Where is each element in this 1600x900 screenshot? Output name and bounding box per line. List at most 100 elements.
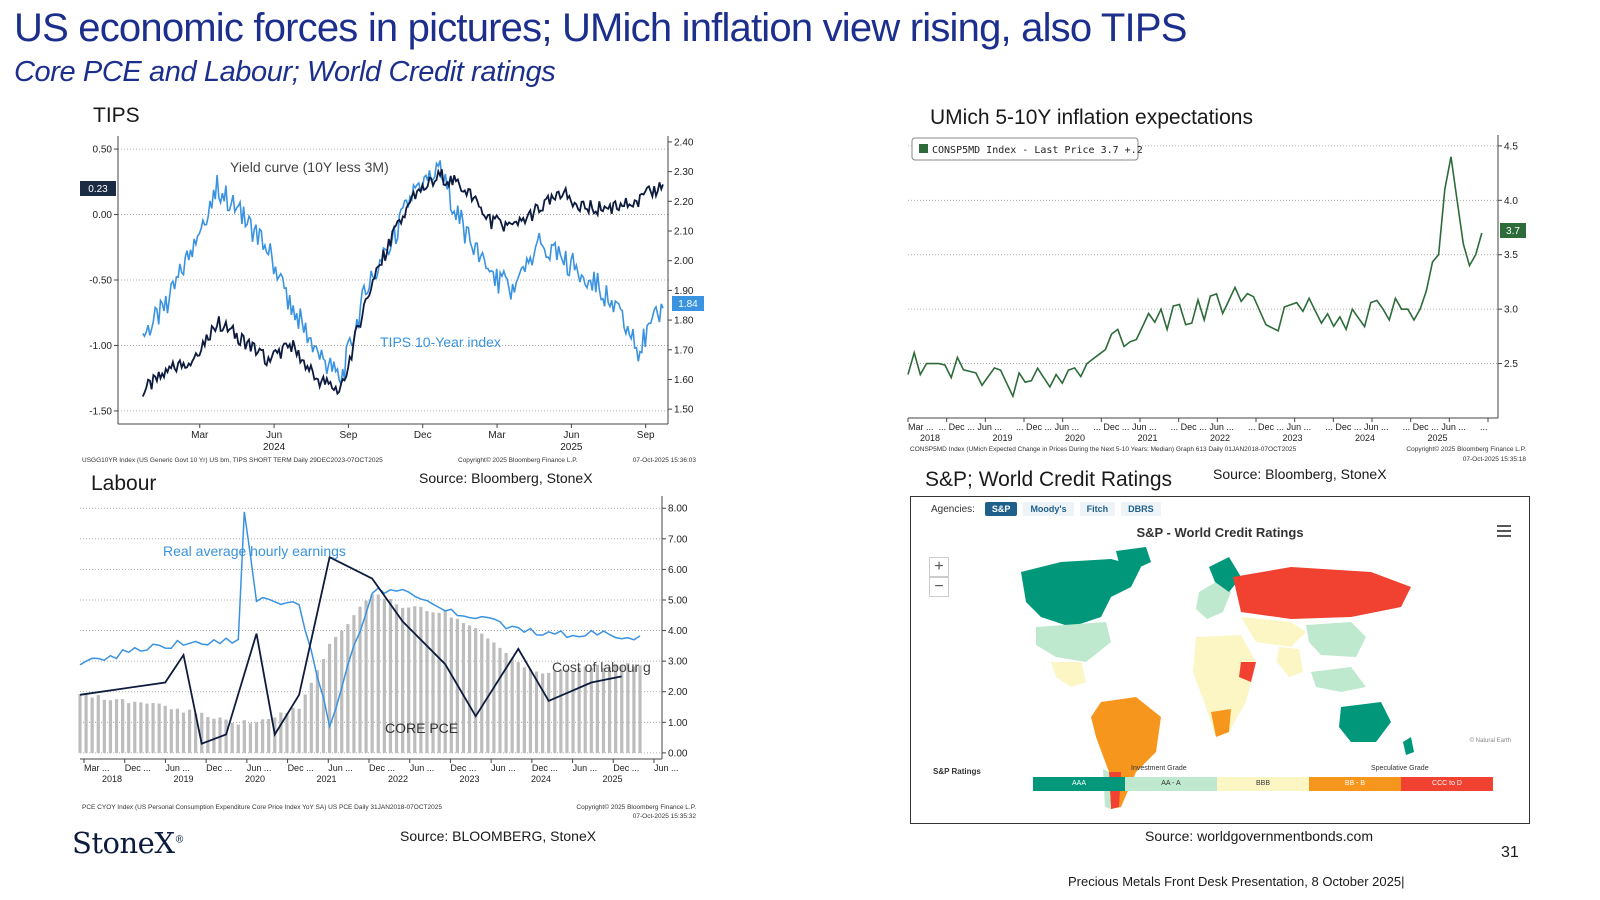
map-africa[interactable]	[1193, 635, 1256, 737]
umich-right-tick-label: 4.0	[1504, 196, 1518, 207]
core-pce-bar	[303, 694, 307, 753]
labour-right-tick-label: 5.00	[668, 595, 688, 606]
labour-year-label: 2020	[245, 774, 265, 784]
tips-left-badge-bg	[80, 181, 116, 196]
labour-right-tick-label: 1.00	[668, 718, 688, 729]
core-pce-bar	[376, 594, 380, 753]
map-usa[interactable]	[1036, 622, 1111, 662]
labour-earnings-line	[79, 511, 641, 730]
tips-left-tick-label: 0.00	[93, 210, 113, 221]
legend-title: S&P Ratings	[933, 767, 981, 776]
tab-dbrs[interactable]: DBRS	[1121, 502, 1161, 516]
core-pce-bar	[401, 607, 405, 753]
map-china[interactable]	[1306, 622, 1366, 657]
core-pce-bar	[382, 598, 386, 753]
core-pce-bar	[492, 642, 496, 753]
tips-year-label: 2024	[263, 442, 286, 453]
labour-x-tick-label: Dec ...	[532, 763, 558, 773]
tips-right-tick-label: 2.30	[674, 167, 694, 178]
umich-year-label: 2021	[1137, 433, 1157, 443]
map-canada[interactable]	[1021, 559, 1141, 627]
tab-sp[interactable]: S&P	[984, 502, 1018, 516]
zoom-in-button[interactable]: +	[929, 557, 949, 577]
core-pce-bar	[553, 671, 557, 753]
map-greenland[interactable]	[1116, 547, 1151, 569]
tab-fitch[interactable]: Fitch	[1079, 502, 1116, 516]
map-new-zealand[interactable]	[1403, 737, 1414, 755]
stonex-logo: StoneX®	[72, 826, 184, 860]
legend-swatch: BB - B	[1309, 777, 1401, 791]
labour-cost-label: Cost of labour g	[552, 659, 651, 675]
map-southern-africa[interactable]	[1211, 709, 1231, 737]
zoom-out-button[interactable]: −	[929, 577, 949, 597]
map-australia[interactable]	[1339, 702, 1391, 742]
core-pce-bar	[620, 665, 624, 753]
legend-swatch: AA - A	[1125, 777, 1217, 791]
legend-swatch: CCC to D	[1401, 777, 1493, 791]
core-pce-bar	[248, 723, 253, 753]
core-pce-bar	[498, 647, 502, 753]
core-pce-bar	[583, 666, 587, 753]
map-mexico[interactable]	[1051, 662, 1086, 687]
core-pce-bar	[242, 720, 246, 753]
umich-x-tick-label: ... Dec ...	[939, 422, 975, 432]
labour-year-label: 2021	[316, 774, 336, 784]
core-pce-bar	[467, 625, 472, 753]
map-east-africa[interactable]	[1239, 662, 1256, 682]
labour-x-tick-label: Jun ...	[491, 763, 516, 773]
core-pce-bar	[480, 633, 484, 753]
core-pce-bar	[157, 703, 161, 753]
core-pce-bar	[510, 658, 514, 753]
labour-right-tick-label: 0.00	[668, 748, 688, 759]
tab-moodys[interactable]: Moody's	[1023, 502, 1074, 516]
core-pce-bar	[114, 699, 119, 753]
hamburger-menu-icon[interactable]	[1497, 525, 1511, 537]
tips-x-tick-label: Sep	[637, 430, 655, 441]
labour-year-label: 2025	[602, 774, 622, 784]
umich-year-label: 2018	[920, 433, 940, 443]
core-pce-bar	[267, 719, 271, 753]
core-pce-bar	[394, 604, 399, 753]
umich-x-tick-label: ... Dec ...	[1016, 422, 1052, 432]
labour-footnote-date: 07-Oct-2025 15:35:32	[633, 813, 697, 820]
umich-year-label: 2023	[1282, 433, 1302, 443]
umich-x-tick-label: ... Dec ...	[1248, 422, 1284, 432]
map-south-america[interactable]	[1091, 697, 1161, 809]
core-pce-bar	[547, 672, 551, 753]
core-pce-bar	[614, 664, 618, 753]
umich-badge-bg	[1500, 223, 1526, 238]
tips-left-tick-label: -1.00	[89, 341, 112, 352]
core-pce-bar	[102, 699, 106, 753]
tips-right-badge: 1.84	[678, 299, 698, 310]
core-pce-bar	[431, 612, 435, 753]
core-pce-bar	[638, 665, 642, 753]
umich-x-tick-label: Jun ...	[1287, 422, 1312, 432]
umich-x-tick-label: ...	[1480, 422, 1488, 432]
labour-x-tick-label: Dec ...	[369, 763, 395, 773]
labour-x-tick-label: Jun ...	[654, 763, 679, 773]
umich-source: Source: Bloomberg, StoneX	[1213, 466, 1387, 482]
umich-right-tick-label: 3.5	[1504, 250, 1518, 261]
labour-right-tick-label: 2.00	[668, 687, 688, 698]
tips-chart: 0.50 0.00 -0.50 -1.00 -1.50 2.40 2.30 2.20 2.10…	[80, 136, 704, 464]
map-western-europe[interactable]	[1196, 582, 1231, 619]
umich-x-tick-label: Jun ...	[977, 422, 1002, 432]
tips-left-tick-label: -1.50	[89, 406, 112, 417]
credit-panel-title: S&P; World Credit Ratings	[925, 468, 1173, 491]
map-scandinavia[interactable]	[1209, 557, 1241, 592]
map-southeast-asia[interactable]	[1311, 667, 1366, 692]
map-russia[interactable]	[1233, 567, 1411, 619]
map-central-asia[interactable]	[1241, 617, 1306, 647]
map-india[interactable]	[1277, 647, 1303, 677]
core-pce-bar	[133, 701, 137, 753]
map-title: S&P - World Credit Ratings	[1136, 525, 1304, 540]
core-pce-bar	[443, 610, 447, 753]
umich-legend-text: CONSP5MD Index - Last Price 3.7 +.2	[932, 145, 1143, 156]
core-pce-bar	[626, 662, 630, 753]
tips-x-tick-label: Jun	[266, 430, 282, 441]
core-pce-bar	[474, 627, 478, 753]
core-pce-bar	[407, 607, 411, 753]
core-pce-bar	[297, 708, 301, 753]
tips-right-badge-bg	[672, 296, 704, 311]
umich-footnote-right: Copyright© 2025 Bloomberg Finance L.P.	[1406, 445, 1526, 453]
